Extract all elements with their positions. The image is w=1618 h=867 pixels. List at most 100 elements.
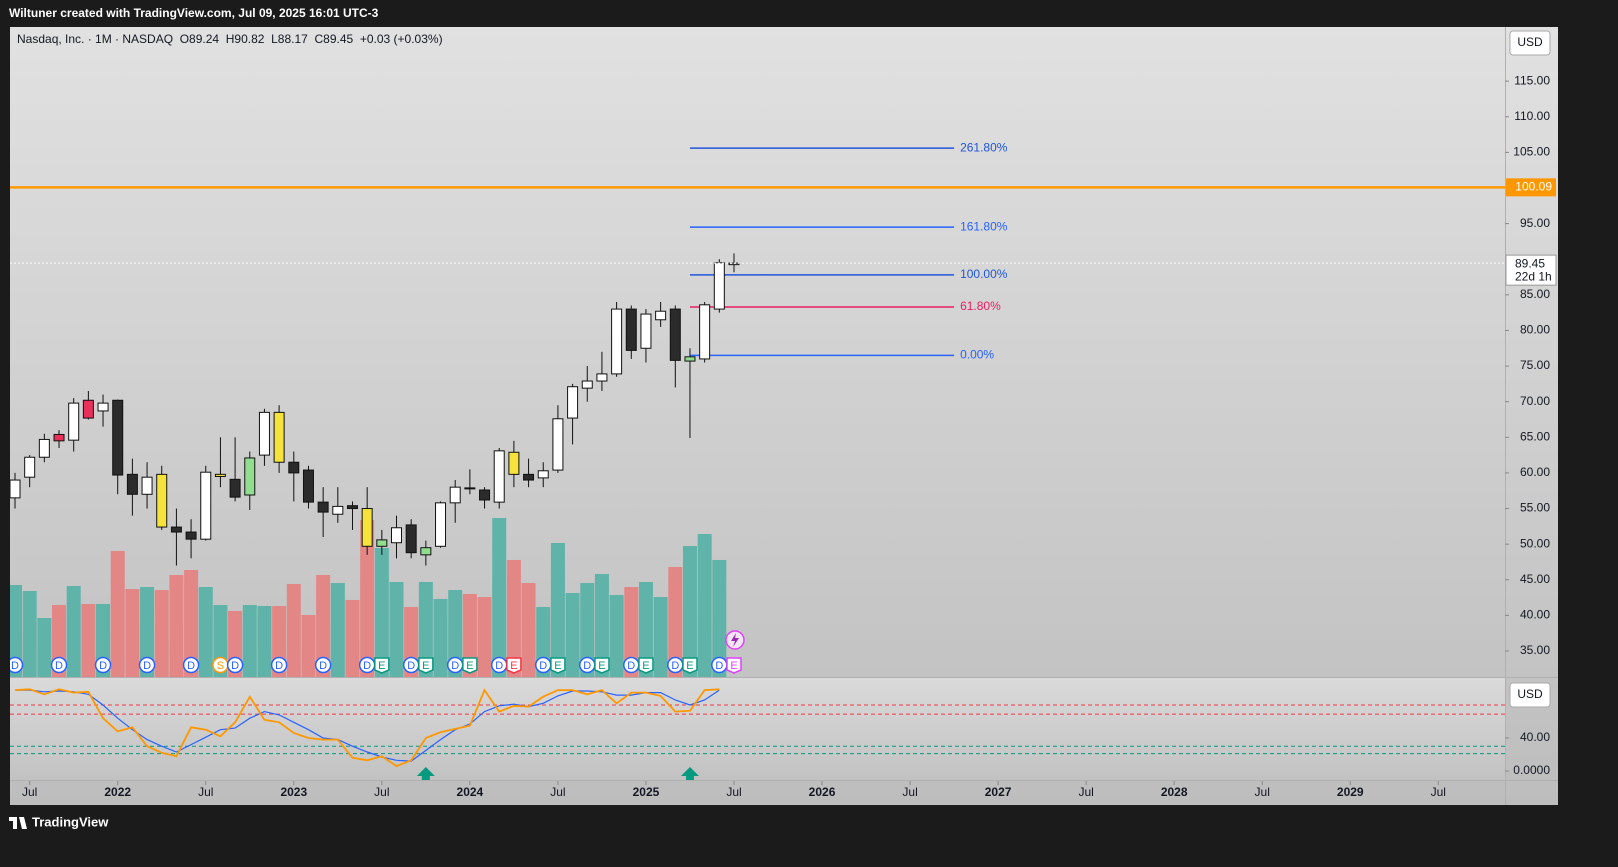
event-marker (418, 657, 434, 674)
volume-bar (286, 584, 301, 677)
candle-body (244, 457, 256, 496)
candle-body (611, 308, 623, 375)
event-label: D (671, 660, 679, 672)
event-label: E (466, 660, 473, 672)
candle-body (82, 399, 94, 419)
brand-logo (9, 817, 27, 829)
volume-bar (125, 589, 140, 677)
candle-body (655, 310, 667, 321)
currency: USD (1517, 687, 1543, 701)
volume-bar (477, 597, 492, 677)
event-label: S (217, 660, 224, 672)
y-tick-label: 75.00 (1520, 358, 1550, 372)
volume-bar (110, 551, 125, 677)
candle-body (10, 479, 21, 499)
candle-body (288, 461, 300, 474)
indicator-lines (10, 688, 1505, 780)
volume-bar (37, 618, 52, 677)
credit: Wiltuner created with TradingView.com, J… (9, 6, 379, 20)
x-tick-label: Jul (726, 785, 741, 799)
indicator-line (14, 688, 720, 768)
volume-bar (448, 590, 463, 677)
event-label: E (378, 660, 385, 672)
volume-bar (506, 560, 521, 677)
candle-body (361, 508, 373, 547)
x-tick-label: Jul (374, 785, 389, 799)
x-tick-label: Jul (1255, 785, 1270, 799)
price-badge-label: 100.09 (1515, 180, 1552, 194)
event-marker (638, 657, 654, 674)
volume-bar (418, 582, 433, 677)
volume-bar (653, 597, 668, 677)
countdown: 22d 1h (1515, 269, 1552, 283)
event-marker (94, 656, 112, 674)
fib-label: 261.80% (960, 140, 1008, 154)
candle-body (68, 402, 80, 441)
y-tick-label: 85.00 (1520, 287, 1550, 301)
last-price-label: 89.45 (1515, 256, 1545, 270)
candle-body (435, 502, 447, 547)
candle-body (332, 505, 344, 515)
x-tick-label: 2027 (985, 785, 1012, 799)
volume-bar (580, 583, 595, 677)
candle-body (376, 539, 388, 547)
candle-body (508, 451, 520, 475)
volume-bar (154, 590, 169, 677)
volume-bar (140, 587, 155, 677)
volume-bar (198, 587, 213, 677)
event-label: E (730, 660, 737, 672)
candle-body (596, 373, 608, 382)
x-tick-label: Jul (902, 785, 917, 799)
volume-bar (433, 599, 448, 677)
candle-body (699, 304, 711, 360)
candle-body (302, 469, 314, 503)
y-tick-label: 60.00 (1520, 465, 1550, 479)
price-badge (1506, 178, 1556, 197)
y-tick-label: 110.00 (1514, 109, 1550, 123)
x-tick-label: Jul (22, 785, 37, 799)
volume-bar (81, 604, 96, 677)
candle-body (669, 308, 681, 361)
legend: Nasdaq, Inc. · 1M · NASDAQ O89.24 H90.82… (17, 32, 443, 46)
currency-badge[interactable] (1509, 30, 1551, 56)
x-tick-label: Jul (550, 785, 565, 799)
currency-badge[interactable] (1509, 682, 1551, 708)
event-marker (10, 656, 24, 674)
candle-body (273, 411, 285, 463)
candle-body (24, 456, 36, 478)
x-tick-label: 2028 (1161, 785, 1188, 799)
event-marker (50, 656, 68, 674)
volume-bar (389, 582, 404, 677)
volume-bar (374, 548, 389, 677)
brand: TradingView (32, 814, 109, 829)
x-tick-label: 2029 (1337, 785, 1364, 799)
candle-body (581, 380, 593, 389)
volume-bar (169, 575, 184, 677)
candle-body (479, 489, 491, 501)
y-tick-label: 105.00 (1513, 145, 1550, 159)
candle-body (317, 501, 329, 513)
candle-body (38, 438, 50, 458)
volume-bar (330, 583, 345, 677)
volume-bar (521, 583, 536, 677)
event-label: D (319, 660, 327, 672)
volume-bar (492, 518, 507, 677)
candle-body (391, 527, 403, 544)
event-marker (314, 656, 332, 674)
event-marker (182, 656, 200, 674)
fib-label: 61.80% (960, 299, 1001, 313)
event-label: E (686, 660, 693, 672)
event-label: D (99, 660, 107, 672)
event-marker (374, 657, 390, 674)
candle-body (567, 386, 579, 419)
volume-bar (10, 585, 22, 677)
candle-body (537, 470, 549, 479)
currency: USD (1517, 35, 1543, 49)
candle-body (625, 308, 637, 351)
fib-label: 161.80% (960, 219, 1008, 233)
y-tick-label: 55.00 (1520, 501, 1550, 515)
event-marker (682, 657, 698, 674)
candle-body (97, 402, 109, 412)
event-label: E (422, 660, 429, 672)
volume-bar (66, 586, 81, 677)
